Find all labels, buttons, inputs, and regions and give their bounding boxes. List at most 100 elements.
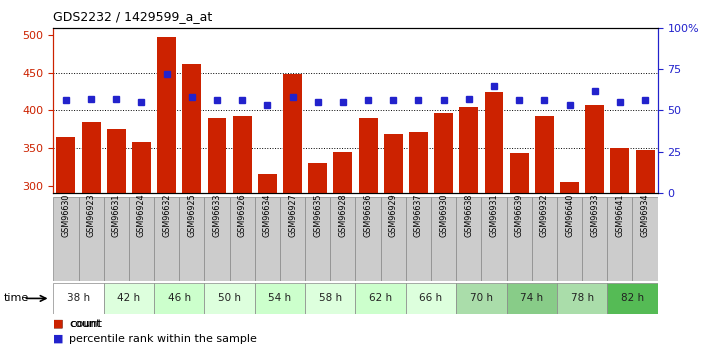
Text: GSM96930: GSM96930	[439, 194, 448, 237]
Text: GSM96636: GSM96636	[363, 194, 373, 237]
Text: GSM96641: GSM96641	[616, 194, 624, 237]
Text: GSM96931: GSM96931	[489, 194, 498, 237]
Bar	[183, 64, 201, 193]
FancyBboxPatch shape	[406, 197, 431, 281]
Text: GSM96633: GSM96633	[213, 194, 222, 237]
Text: ■  count: ■ count	[53, 319, 102, 329]
Bar	[535, 116, 554, 193]
FancyBboxPatch shape	[205, 283, 255, 314]
Text: GSM96635: GSM96635	[314, 194, 322, 237]
FancyBboxPatch shape	[582, 197, 607, 281]
Text: GSM96929: GSM96929	[389, 194, 397, 237]
Text: ■: ■	[53, 334, 64, 344]
Text: 66 h: 66 h	[419, 294, 443, 303]
Bar	[636, 149, 655, 193]
Bar	[232, 116, 252, 193]
Text: 38 h: 38 h	[67, 294, 90, 303]
Text: GSM96640: GSM96640	[565, 194, 574, 237]
FancyBboxPatch shape	[104, 283, 154, 314]
Bar	[333, 152, 353, 193]
FancyBboxPatch shape	[280, 197, 305, 281]
FancyBboxPatch shape	[506, 197, 532, 281]
FancyBboxPatch shape	[53, 283, 104, 314]
Bar	[157, 37, 176, 193]
Bar	[283, 73, 302, 193]
FancyBboxPatch shape	[331, 197, 356, 281]
FancyBboxPatch shape	[78, 197, 104, 281]
Bar	[258, 174, 277, 193]
FancyBboxPatch shape	[305, 283, 356, 314]
Bar	[82, 122, 100, 193]
FancyBboxPatch shape	[255, 283, 305, 314]
FancyBboxPatch shape	[506, 283, 557, 314]
FancyBboxPatch shape	[230, 197, 255, 281]
Text: 58 h: 58 h	[319, 294, 342, 303]
FancyBboxPatch shape	[356, 283, 406, 314]
Text: 46 h: 46 h	[168, 294, 191, 303]
Text: GSM96925: GSM96925	[187, 194, 196, 237]
Bar	[510, 152, 528, 193]
Text: 78 h: 78 h	[570, 294, 594, 303]
Text: GSM96637: GSM96637	[414, 194, 423, 237]
FancyBboxPatch shape	[129, 197, 154, 281]
Bar	[107, 129, 126, 193]
Text: GSM96926: GSM96926	[237, 194, 247, 237]
Text: 74 h: 74 h	[520, 294, 543, 303]
FancyBboxPatch shape	[179, 197, 205, 281]
Text: 70 h: 70 h	[470, 294, 493, 303]
Bar	[358, 118, 378, 193]
Text: GSM96923: GSM96923	[87, 194, 95, 237]
Bar	[485, 91, 503, 193]
FancyBboxPatch shape	[431, 197, 456, 281]
Text: GSM96631: GSM96631	[112, 194, 121, 237]
Text: time: time	[4, 294, 29, 303]
Bar	[560, 182, 579, 193]
FancyBboxPatch shape	[406, 283, 456, 314]
Text: 50 h: 50 h	[218, 294, 241, 303]
FancyBboxPatch shape	[633, 197, 658, 281]
FancyBboxPatch shape	[356, 197, 380, 281]
FancyBboxPatch shape	[53, 197, 78, 281]
FancyBboxPatch shape	[380, 197, 406, 281]
Text: GSM96933: GSM96933	[590, 194, 599, 237]
Bar	[585, 105, 604, 193]
Bar	[208, 118, 226, 193]
FancyBboxPatch shape	[481, 197, 506, 281]
FancyBboxPatch shape	[532, 197, 557, 281]
FancyBboxPatch shape	[205, 197, 230, 281]
Text: GSM96928: GSM96928	[338, 194, 348, 237]
FancyBboxPatch shape	[557, 283, 607, 314]
Text: GSM96932: GSM96932	[540, 194, 549, 237]
Bar	[384, 135, 402, 193]
Bar	[611, 148, 629, 193]
Text: GDS2232 / 1429599_a_at: GDS2232 / 1429599_a_at	[53, 10, 213, 23]
Text: 54 h: 54 h	[268, 294, 292, 303]
Text: percentile rank within the sample: percentile rank within the sample	[69, 334, 257, 344]
Text: GSM96924: GSM96924	[137, 194, 146, 237]
Text: ■: ■	[53, 319, 64, 329]
FancyBboxPatch shape	[456, 197, 481, 281]
Text: GSM96927: GSM96927	[288, 194, 297, 237]
FancyBboxPatch shape	[607, 283, 658, 314]
Text: GSM96634: GSM96634	[263, 194, 272, 237]
Text: GSM96934: GSM96934	[641, 194, 650, 237]
Bar	[434, 114, 453, 193]
Text: 82 h: 82 h	[621, 294, 644, 303]
FancyBboxPatch shape	[104, 197, 129, 281]
Bar	[309, 163, 327, 193]
FancyBboxPatch shape	[255, 197, 280, 281]
Text: GSM96639: GSM96639	[515, 194, 524, 237]
Text: GSM96632: GSM96632	[162, 194, 171, 237]
Bar	[459, 107, 479, 193]
FancyBboxPatch shape	[154, 197, 179, 281]
FancyBboxPatch shape	[456, 283, 506, 314]
Text: 42 h: 42 h	[117, 294, 141, 303]
Text: 62 h: 62 h	[369, 294, 392, 303]
FancyBboxPatch shape	[305, 197, 331, 281]
Bar	[56, 137, 75, 193]
Text: GSM96630: GSM96630	[61, 194, 70, 237]
FancyBboxPatch shape	[154, 283, 205, 314]
FancyBboxPatch shape	[607, 197, 633, 281]
Bar	[409, 132, 428, 193]
Text: count: count	[69, 319, 100, 329]
